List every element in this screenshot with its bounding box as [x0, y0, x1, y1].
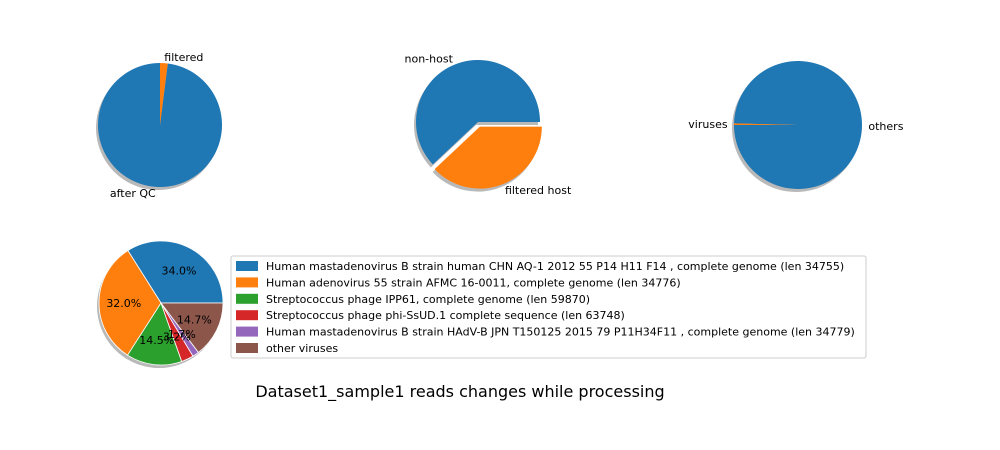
pie-slice [415, 59, 540, 165]
legend-entry-label: Human mastadenovirus B strain human CHN … [266, 260, 844, 273]
pie-chart-qc: after QC filtered [95, 51, 223, 200]
pie-slice [160, 302, 224, 353]
slice-percent-label: 14.5% [139, 334, 174, 347]
slice-label: viruses [688, 118, 728, 131]
slice-label: filtered host [505, 184, 572, 197]
slice-label: filtered [164, 51, 203, 64]
legend-swatch [236, 310, 258, 321]
slice-percent-label: 3.2% [163, 331, 191, 344]
pie-chart-viruses: others viruses [688, 60, 904, 192]
legend-swatch [236, 277, 258, 288]
figure-title: Dataset1_sample1 reads changes while pro… [255, 382, 664, 402]
pie-slice [98, 63, 223, 187]
legend-entry-label: Streptococcus phage phi-SsUD.1 complete … [266, 309, 625, 322]
slice-label: others [868, 120, 903, 133]
pie-slice [98, 250, 162, 356]
pie-slice [434, 126, 542, 189]
pie-slice [127, 302, 183, 366]
slice-percent-label: 14.7% [177, 314, 212, 327]
slice-percent-label: 34.0% [161, 264, 196, 277]
slice-percent-label: 1.7% [168, 328, 196, 341]
legend-swatch [236, 343, 258, 353]
legend-entry-label: other viruses [266, 342, 338, 355]
pie-slice [734, 123, 798, 125]
pie-chart-host: non-host filtered host [405, 53, 572, 197]
slice-label: after QC [110, 187, 156, 200]
pie-chart-virus-species: 34.0% 32.0% 14.5%3.2%1.7%14.7% [96, 240, 224, 368]
legend-frame [230, 255, 867, 359]
legend: Human mastadenovirus B strain human CHN … [230, 255, 867, 359]
slice-label: non-host [405, 53, 454, 66]
legend-swatch [236, 293, 258, 304]
legend-entry-label: Human mastadenovirus B strain HAdV-B JPN… [266, 326, 855, 339]
pie-slice [160, 63, 168, 125]
legend-entry-label: Streptococcus phage IPP61, complete geno… [266, 293, 590, 306]
pie-slice [734, 60, 862, 189]
legend-swatch [236, 261, 258, 271]
slice-percent-label: 32.0% [106, 297, 141, 310]
legend-swatch [236, 326, 258, 337]
legend-entry-label: Human adenovirus 55 strain AFMC 16-0011,… [266, 276, 681, 289]
